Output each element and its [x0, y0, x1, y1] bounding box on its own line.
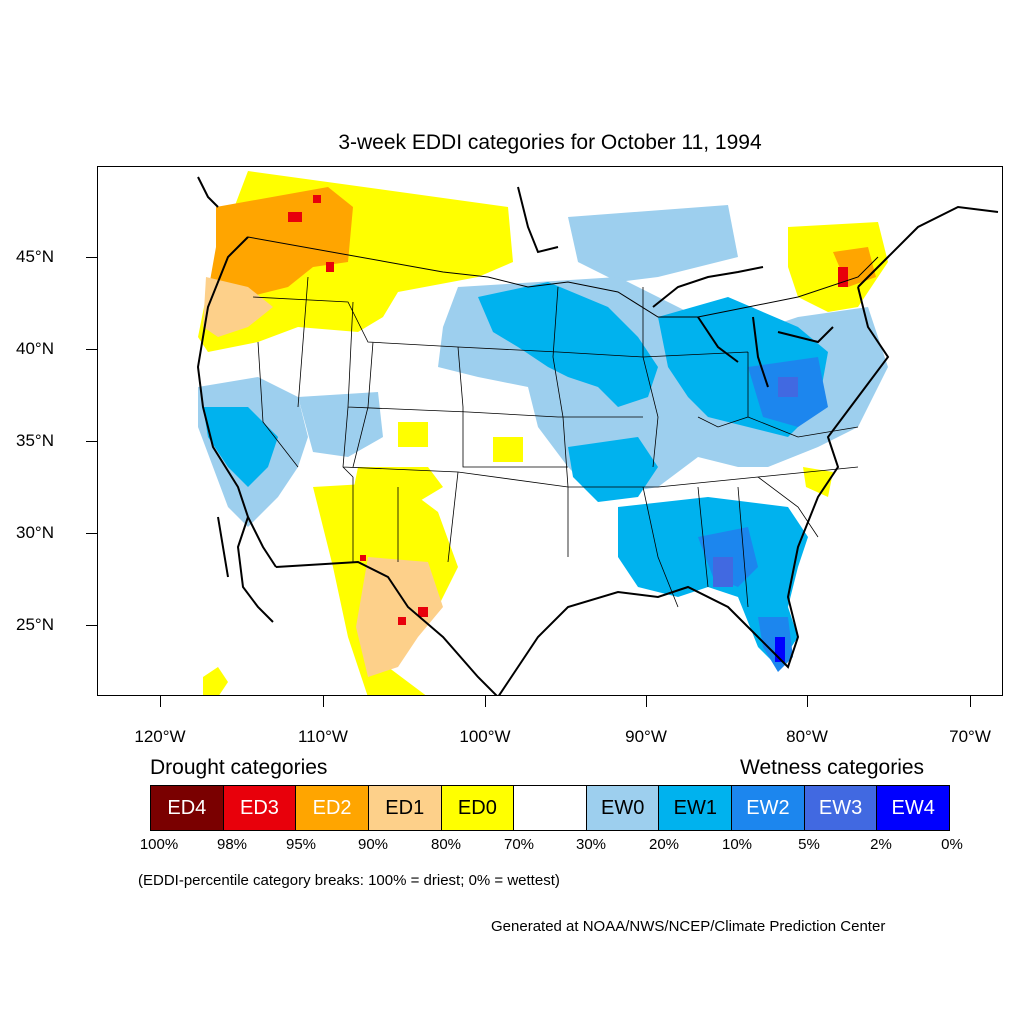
- legend-box-ed1: ED1: [368, 786, 442, 830]
- lat-label: 30°N: [16, 523, 54, 542]
- eddi-map: [97, 166, 1003, 696]
- lon-label: 110°W: [298, 727, 348, 746]
- lat-tick: [86, 625, 97, 626]
- legend-box-ew2: EW2: [732, 786, 805, 830]
- lon-label: 100°W: [459, 727, 511, 746]
- break-label: 95%: [285, 836, 317, 853]
- drought-heading: Drought categories: [150, 756, 328, 779]
- lon-tick: [323, 696, 324, 707]
- lat-label: 35°N: [16, 431, 54, 450]
- break-label: 5%: [798, 836, 820, 853]
- lon-tick: [160, 696, 161, 707]
- lat-tick: [86, 533, 97, 534]
- break-label: 98%: [216, 836, 248, 853]
- legend-box-ew1: EW1: [659, 786, 733, 830]
- lon-label: 120°W: [134, 727, 186, 746]
- wetness-heading: Wetness categories: [740, 756, 925, 779]
- break-label: 0%: [941, 836, 963, 853]
- break-label: 20%: [648, 836, 680, 853]
- legend-box-ed2: ED2: [296, 786, 369, 830]
- lon-tick: [807, 696, 808, 707]
- boundaries: [196, 176, 999, 695]
- break-label: 70%: [503, 836, 535, 853]
- map-title: 3-week EDDI categories for October 11, 1…: [338, 131, 762, 154]
- break-label: 30%: [575, 836, 607, 853]
- lat-tick: [86, 349, 97, 350]
- wetness-areas: [198, 205, 888, 672]
- lat-label: 25°N: [16, 615, 54, 634]
- break-label: 90%: [357, 836, 389, 853]
- legend-box-ed0: ED0: [441, 786, 515, 830]
- lat-tick: [86, 257, 97, 258]
- break-label: 10%: [721, 836, 753, 853]
- legend-box-normal: [514, 786, 587, 830]
- drought-areas: [198, 171, 888, 695]
- lon-tick: [646, 696, 647, 707]
- lon-label: 80°W: [786, 727, 828, 746]
- break-label: 80%: [430, 836, 462, 853]
- legend-box-ew3: EW3: [804, 786, 878, 830]
- legend-box-ew0: EW0: [586, 786, 660, 830]
- lat-tick: [86, 441, 97, 442]
- legend-box-ew4: EW4: [877, 786, 950, 830]
- lat-label: 45°N: [16, 247, 54, 266]
- lon-tick: [970, 696, 971, 707]
- category-legend: ED4 ED3 ED2 ED1 ED0 EW0 EW1 EW2 EW3 EW4: [150, 785, 950, 831]
- legend-box-ed3: ED3: [223, 786, 297, 830]
- legend-box-ed4: ED4: [151, 786, 224, 830]
- credit-line: Generated at NOAA/NWS/NCEP/Climate Predi…: [491, 918, 886, 935]
- break-label: 2%: [870, 836, 892, 853]
- lon-tick: [485, 696, 486, 707]
- lat-label: 40°N: [16, 339, 54, 358]
- map-graphic: [196, 171, 999, 695]
- lon-label: 70°W: [949, 727, 991, 746]
- category-note: (EDDI-percentile category breaks: 100% =…: [138, 872, 560, 889]
- lon-label: 90°W: [625, 727, 667, 746]
- break-label: 100%: [139, 836, 179, 853]
